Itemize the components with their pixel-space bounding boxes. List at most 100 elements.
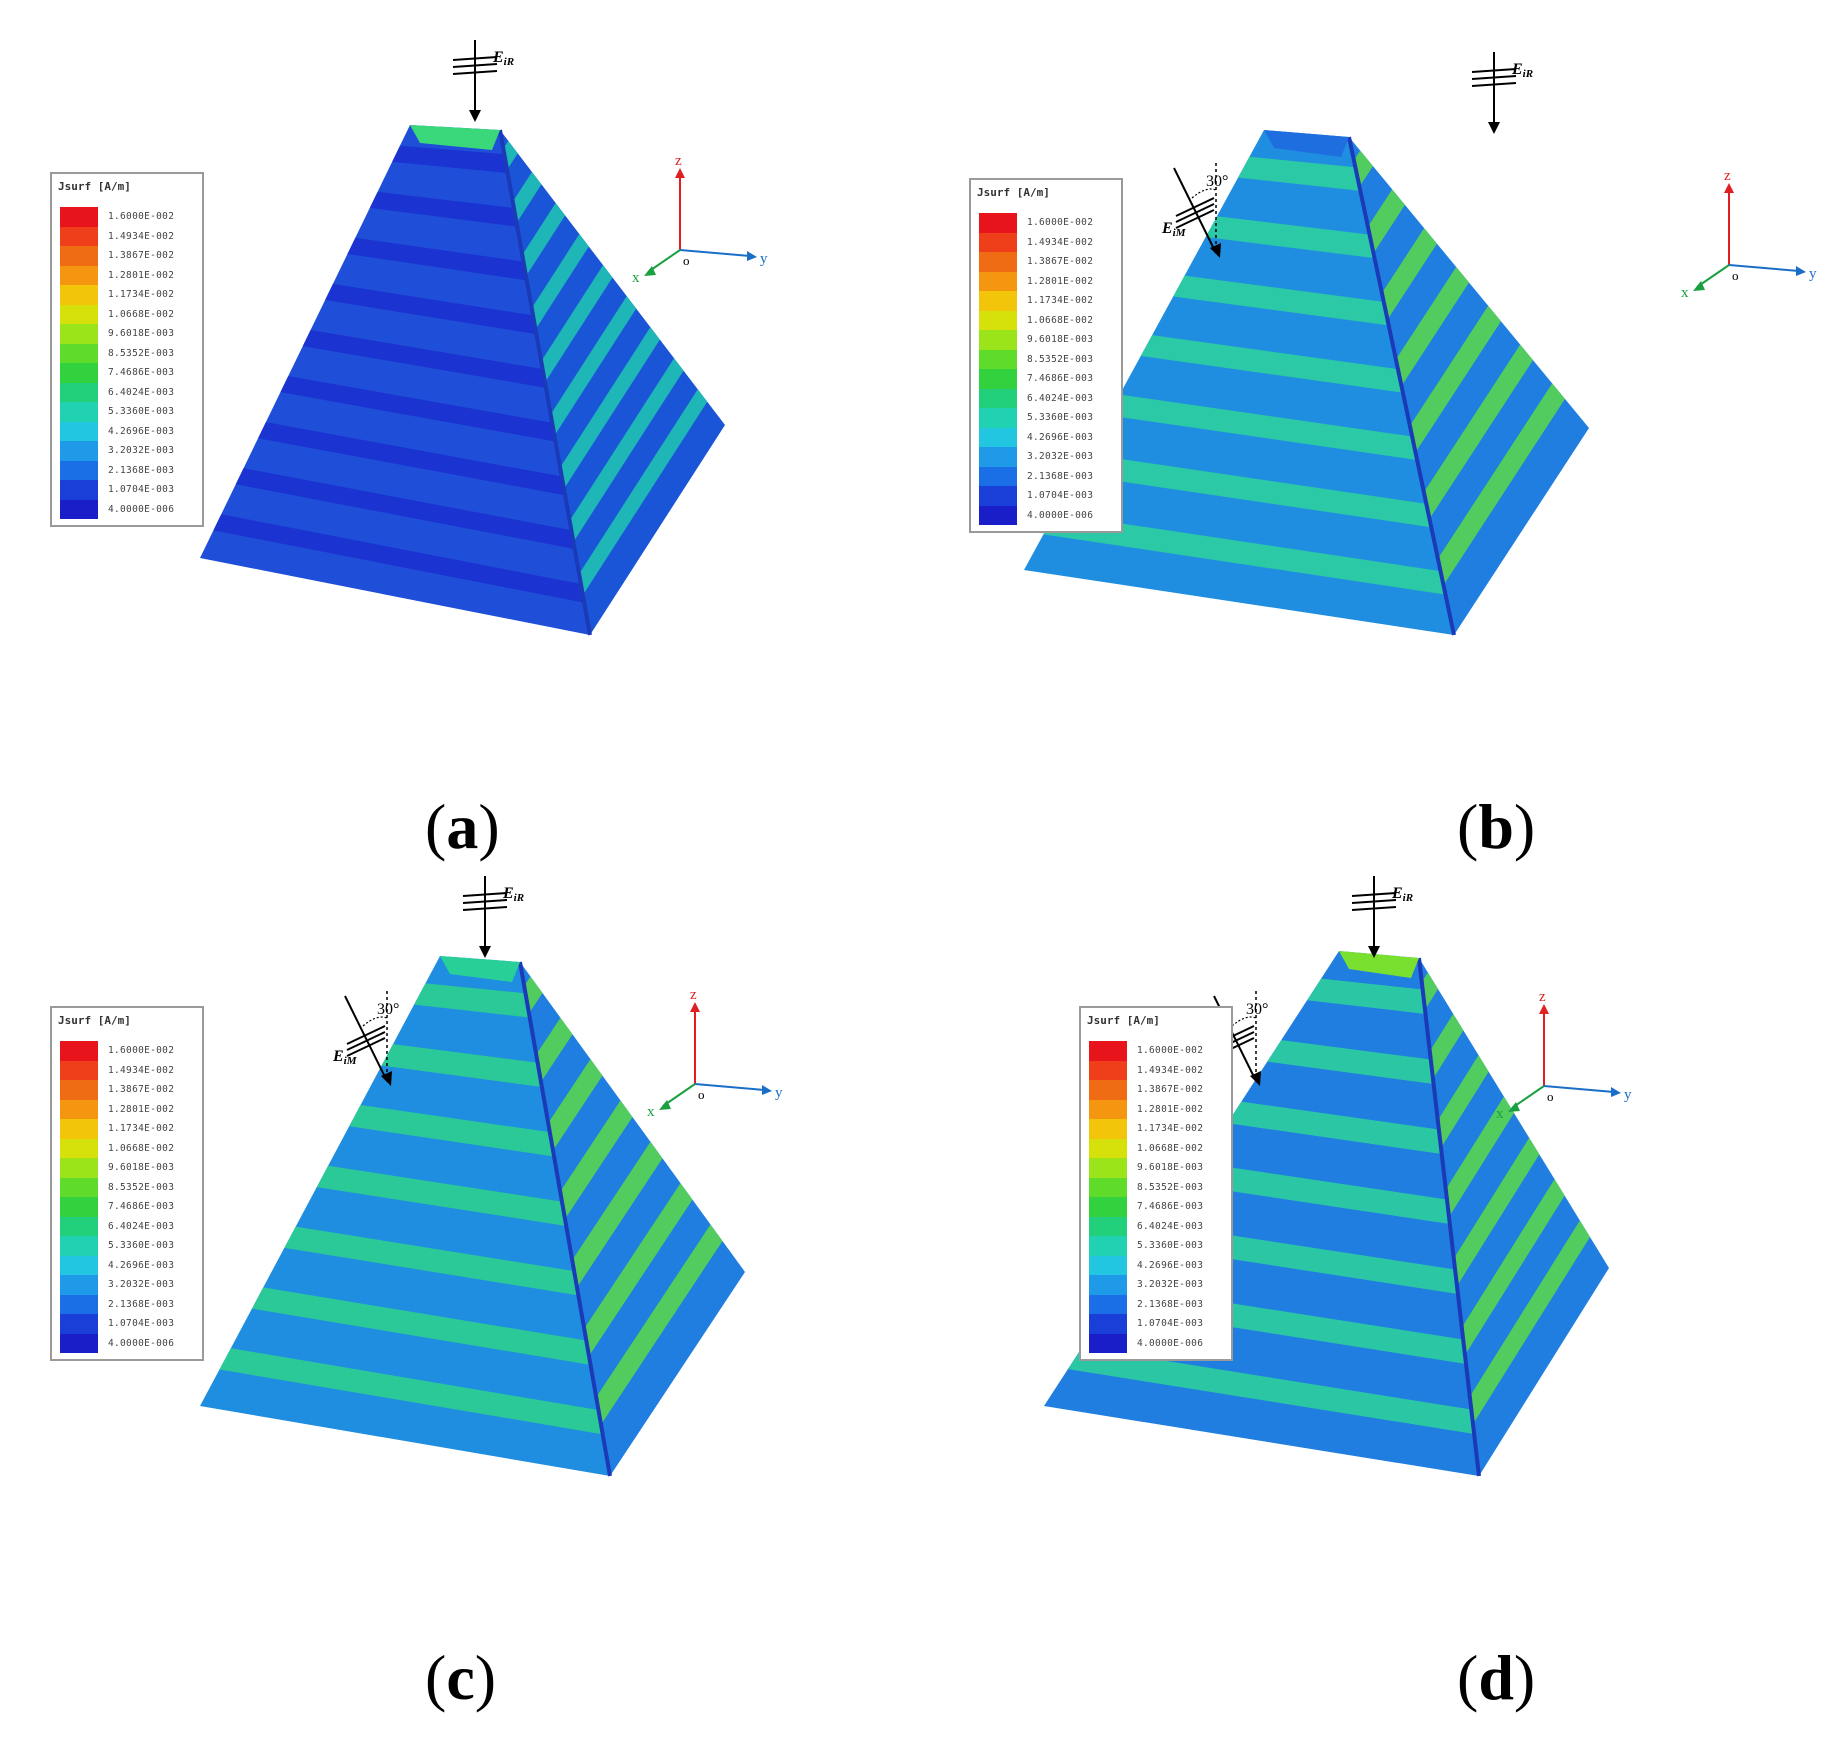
legend-swatch	[60, 343, 98, 363]
legend-row: 1.0668E-002	[52, 304, 202, 324]
color-legend: Jsurf [A/m] 1.6000E-002 1.4934E-002 1.3867E…	[50, 1006, 204, 1361]
legend-swatch	[60, 1314, 98, 1334]
x-axis-label: x	[1496, 1106, 1504, 1122]
legend-title: Jsurf [A/m]	[1087, 1014, 1160, 1027]
legend-value: 8.5352E-003	[1137, 1181, 1204, 1193]
pyramid-edge	[498, 129, 592, 636]
legend-value: 6.4024E-003	[1137, 1220, 1204, 1232]
legend-value: 1.0668E-002	[108, 1142, 175, 1154]
right-face-band	[548, 1059, 603, 1151]
wavefront-line	[1471, 82, 1517, 87]
front-face-band	[1108, 394, 1418, 461]
legend-swatch	[979, 486, 1017, 506]
z-axis-head	[675, 168, 685, 178]
legend-row: 9.6018E-003	[52, 324, 202, 344]
wavefront-line	[1351, 899, 1397, 904]
legend-title: Jsurf [A/m]	[58, 180, 131, 193]
legend-value: 1.4934E-002	[108, 1064, 175, 1076]
legend-swatch	[1089, 1041, 1127, 1061]
wavefront-line	[1175, 209, 1215, 229]
wavefront-line	[1471, 68, 1517, 73]
subscript: iM	[344, 1055, 358, 1067]
x-axis-head	[1508, 1102, 1520, 1112]
legend-row: 9.6018E-003	[52, 1158, 202, 1178]
front-face-band	[414, 983, 530, 1018]
angle-arc	[362, 1016, 388, 1027]
right-face-band	[1469, 1220, 1590, 1425]
legend-row: 1.3867E-002	[1081, 1080, 1231, 1100]
legend-swatch	[1089, 1216, 1127, 1236]
legend-row: 3.2032E-003	[52, 1275, 202, 1295]
legend-value: 5.3360E-003	[1027, 412, 1094, 424]
front-face-band	[258, 422, 566, 496]
y-axis-head	[762, 1085, 772, 1095]
front-face-band	[347, 237, 527, 281]
legend-row: 1.3867E-002	[971, 252, 1121, 272]
front-face-band	[1173, 275, 1389, 326]
front-face-band	[1067, 1347, 1475, 1434]
legend-value: 8.5352E-003	[108, 1181, 175, 1193]
y-axis	[679, 249, 751, 257]
legend-swatch	[1089, 1197, 1127, 1217]
legend-swatch	[1089, 1236, 1127, 1256]
legend-swatch	[1089, 1177, 1127, 1197]
legend-swatch	[979, 213, 1017, 233]
legend-title: Jsurf [A/m]	[58, 1014, 131, 1027]
legend-value: 9.6018E-003	[108, 1162, 175, 1174]
legend-row: 8.5352E-003	[52, 343, 202, 363]
legend-value: 1.2801E-002	[108, 269, 175, 281]
wavefront-line	[346, 1025, 386, 1045]
x-axis-label: x	[1681, 285, 1689, 301]
legend-swatch	[60, 402, 98, 422]
legend-value: 8.5352E-003	[1027, 353, 1094, 365]
legend-swatch	[60, 480, 98, 500]
origin-label: o	[683, 253, 690, 268]
legend-row: 1.2801E-002	[1081, 1099, 1231, 1119]
right-face-band	[1445, 1096, 1514, 1217]
legend-value: 1.3867E-002	[108, 1084, 175, 1096]
legend-swatch	[1089, 1275, 1127, 1295]
legend-row: 4.0000E-006	[52, 1333, 202, 1353]
legend-value: 4.0000E-006	[108, 1337, 175, 1349]
legend-row: 1.0668E-002	[971, 310, 1121, 330]
legend-value: 3.2032E-003	[1027, 451, 1094, 463]
legend-value: 1.2801E-002	[1137, 1103, 1204, 1115]
legend-row: 7.4686E-003	[52, 1197, 202, 1217]
legend-swatch	[60, 1080, 98, 1100]
legend-row: 1.0668E-002	[52, 1138, 202, 1158]
legend-swatch	[1089, 1158, 1127, 1178]
legend-value: 4.2696E-003	[1137, 1259, 1204, 1271]
right-face-band	[584, 1183, 693, 1357]
legend-row: 1.6000E-002	[971, 213, 1121, 233]
legend-swatch	[979, 330, 1017, 350]
panel-a: EiR z y x o Jsurf [A/m] 1.6000E-002 1.4934E-00…	[0, 0, 919, 876]
legend-row: 1.0704E-003	[1081, 1314, 1231, 1334]
x-axis	[662, 1083, 696, 1107]
legend-value: 1.4934E-002	[1027, 236, 1094, 248]
wavefront-line	[462, 892, 508, 897]
wavefront-line	[1175, 203, 1215, 223]
legend-swatch	[60, 460, 98, 480]
panel-caption: (b)	[1457, 791, 1536, 862]
legend-row: 4.2696E-003	[971, 427, 1121, 447]
legend-value: 4.0000E-006	[1137, 1337, 1204, 1349]
legend-row: 2.1368E-003	[52, 460, 202, 480]
y-axis	[1543, 1085, 1615, 1093]
legend-row: 1.0704E-003	[971, 486, 1121, 506]
legend-swatch	[60, 246, 98, 266]
legend-row: 5.3360E-003	[971, 408, 1121, 428]
legend-swatch	[1089, 1255, 1127, 1275]
legend-swatch	[60, 1255, 98, 1275]
legend-swatch	[60, 441, 98, 461]
legend-swatch	[60, 265, 98, 285]
legend-value: 1.6000E-002	[108, 211, 175, 223]
legend-swatch	[60, 1119, 98, 1139]
legend-value: 9.6018E-003	[1137, 1162, 1204, 1174]
legend-value: 7.4686E-003	[108, 1201, 175, 1213]
x-axis	[1696, 264, 1730, 288]
legend-swatch	[60, 1333, 98, 1353]
legend-value: 2.1368E-003	[108, 1298, 175, 1310]
right-face-band	[560, 327, 660, 489]
legend-row: 1.3867E-002	[52, 1080, 202, 1100]
y-axis	[1728, 264, 1800, 272]
